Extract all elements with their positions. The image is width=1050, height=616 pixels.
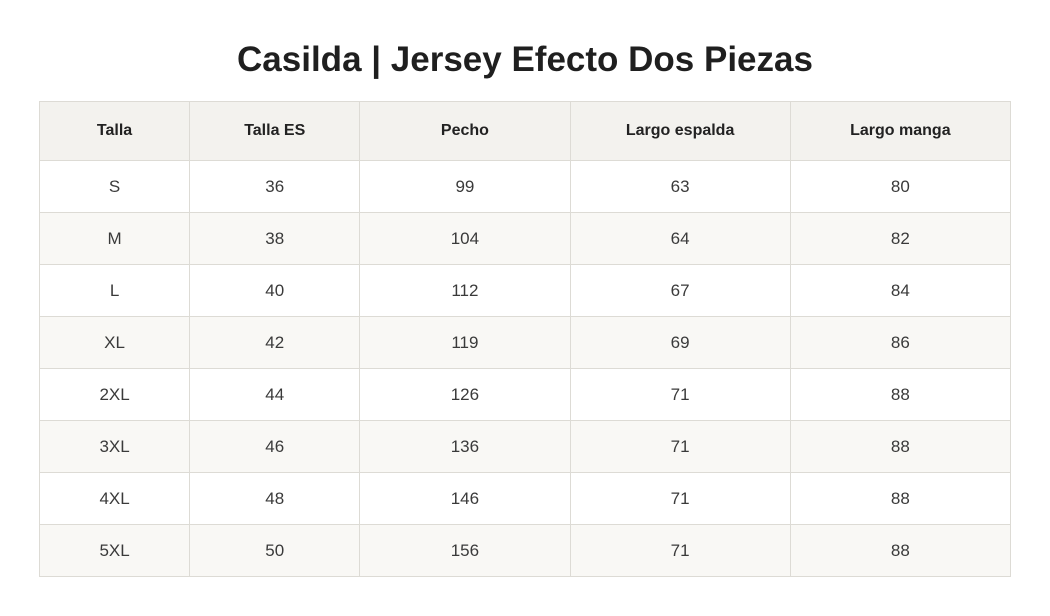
cell-largo-espalda: 71 bbox=[569, 368, 791, 421]
cell-talla: 5XL bbox=[38, 524, 191, 577]
header-largo-manga: Largo manga bbox=[789, 101, 1012, 161]
cell-largo-manga: 88 bbox=[789, 420, 1012, 473]
table-row: 2XL 44 126 71 88 bbox=[38, 368, 1012, 421]
cell-largo-espalda: 67 bbox=[569, 264, 791, 317]
cell-largo-manga: 84 bbox=[789, 264, 1012, 317]
cell-talla: M bbox=[38, 212, 191, 265]
cell-talla-es: 46 bbox=[189, 420, 361, 473]
table-row: 5XL 50 156 71 88 bbox=[38, 524, 1012, 577]
cell-pecho: 146 bbox=[359, 472, 571, 525]
cell-pecho: 104 bbox=[359, 212, 571, 265]
cell-largo-espalda: 64 bbox=[569, 212, 791, 265]
size-chart-table: Talla Talla ES Pecho Largo espalda Largo… bbox=[38, 101, 1012, 577]
header-talla: Talla bbox=[38, 101, 191, 161]
cell-pecho: 126 bbox=[359, 368, 571, 421]
cell-talla-es: 44 bbox=[189, 368, 361, 421]
cell-talla: S bbox=[38, 160, 191, 213]
cell-largo-espalda: 71 bbox=[569, 524, 791, 577]
table-row: XL 42 119 69 86 bbox=[38, 316, 1012, 369]
cell-largo-manga: 88 bbox=[789, 524, 1012, 577]
cell-largo-espalda: 71 bbox=[569, 472, 791, 525]
cell-pecho: 99 bbox=[359, 160, 571, 213]
cell-talla: 3XL bbox=[38, 420, 191, 473]
header-largo-espalda: Largo espalda bbox=[569, 101, 791, 161]
cell-pecho: 112 bbox=[359, 264, 571, 317]
cell-largo-espalda: 69 bbox=[569, 316, 791, 369]
cell-talla: L bbox=[38, 264, 191, 317]
cell-pecho: 156 bbox=[359, 524, 571, 577]
cell-talla: 4XL bbox=[38, 472, 191, 525]
cell-largo-espalda: 63 bbox=[569, 160, 791, 213]
cell-pecho: 136 bbox=[359, 420, 571, 473]
cell-talla-es: 36 bbox=[189, 160, 361, 213]
header-pecho: Pecho bbox=[359, 101, 571, 161]
table-row: 3XL 46 136 71 88 bbox=[38, 420, 1012, 473]
cell-largo-espalda: 71 bbox=[569, 420, 791, 473]
cell-pecho: 119 bbox=[359, 316, 571, 369]
table-row: 4XL 48 146 71 88 bbox=[38, 472, 1012, 525]
cell-talla-es: 38 bbox=[189, 212, 361, 265]
cell-talla-es: 40 bbox=[189, 264, 361, 317]
header-talla-es: Talla ES bbox=[189, 101, 361, 161]
cell-largo-manga: 88 bbox=[789, 368, 1012, 421]
cell-talla-es: 42 bbox=[189, 316, 361, 369]
cell-largo-manga: 82 bbox=[789, 212, 1012, 265]
table-row: S 36 99 63 80 bbox=[38, 160, 1012, 213]
table-row: L 40 112 67 84 bbox=[38, 264, 1012, 317]
cell-talla: 2XL bbox=[38, 368, 191, 421]
table-row: M 38 104 64 82 bbox=[38, 212, 1012, 265]
cell-largo-manga: 86 bbox=[789, 316, 1012, 369]
page-title: Casilda | Jersey Efecto Dos Piezas bbox=[237, 40, 813, 79]
cell-largo-manga: 88 bbox=[789, 472, 1012, 525]
cell-talla-es: 50 bbox=[189, 524, 361, 577]
cell-talla-es: 48 bbox=[189, 472, 361, 525]
cell-talla: XL bbox=[38, 316, 191, 369]
cell-largo-manga: 80 bbox=[789, 160, 1012, 213]
table-header-row: Talla Talla ES Pecho Largo espalda Largo… bbox=[38, 101, 1012, 161]
